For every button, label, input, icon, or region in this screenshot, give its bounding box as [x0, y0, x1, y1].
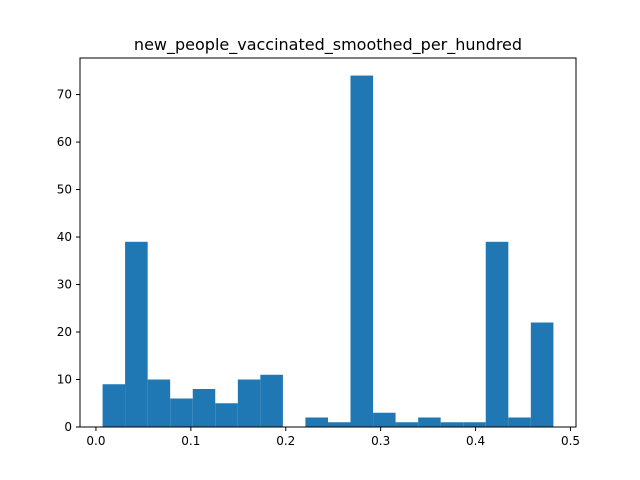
y-tick-label: 40	[57, 230, 72, 244]
y-tick-label: 70	[57, 88, 72, 102]
y-tick-label: 50	[57, 183, 72, 197]
y-axis: 0 10 20 30 40 50 60 70	[57, 88, 80, 434]
x-tick-label: 0.3	[371, 434, 390, 448]
histogram-bar-20	[530, 322, 554, 427]
x-axis: 0.0 0.1 0.2 0.3 0.4 0.5	[86, 427, 580, 448]
histogram-bar-18	[485, 241, 509, 427]
y-tick-label: 20	[57, 325, 72, 339]
chart-title: new_people_vaccinated_smoothed_per_hundr…	[134, 35, 522, 55]
histogram-bar-12	[350, 75, 374, 428]
x-tick-label: 0.5	[561, 434, 580, 448]
x-tick-label: 0.4	[466, 434, 485, 448]
histogram-bar-17	[463, 422, 486, 427]
y-tick-label: 60	[57, 135, 72, 149]
histogram-bar-15	[418, 417, 441, 427]
x-tick-label: 0.1	[181, 434, 200, 448]
histogram-bar-6	[215, 403, 238, 427]
histogram-bar-10	[305, 417, 328, 427]
x-tick-label: 0.2	[276, 434, 295, 448]
y-tick-label: 30	[57, 278, 72, 292]
histogram-bar-19	[508, 417, 531, 427]
histogram-bar-13	[373, 412, 396, 427]
histogram-bar-2	[125, 241, 148, 427]
histogram-bar-11	[328, 422, 351, 427]
histogram-bar-14	[395, 422, 419, 427]
histogram-bar-8	[260, 374, 283, 427]
y-tick-label: 0	[64, 420, 72, 434]
y-tick-label: 10	[57, 373, 72, 387]
histogram-bar-1	[102, 384, 126, 427]
histogram-bar-16	[440, 422, 464, 427]
histogram-bar-5	[192, 389, 216, 427]
plot-frame	[79, 57, 577, 428]
x-tick-label: 0.0	[86, 434, 105, 448]
histogram-bar-3	[147, 379, 171, 427]
histogram-bar-7	[237, 379, 261, 427]
histogram-bar-4	[170, 398, 193, 427]
bars-group	[102, 75, 554, 428]
